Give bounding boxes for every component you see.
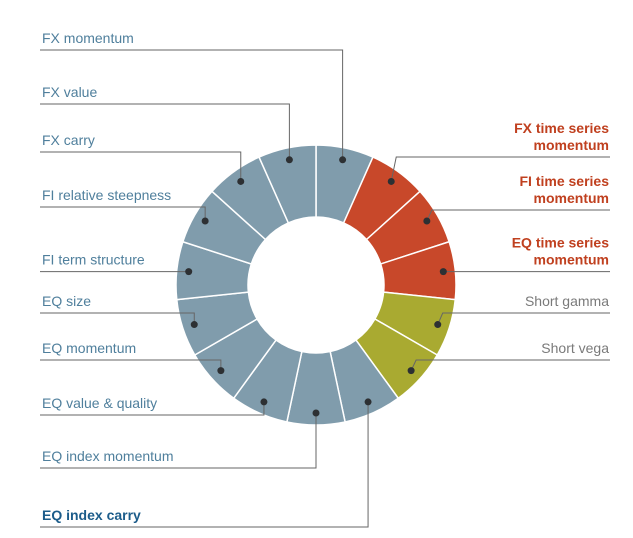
dot xyxy=(201,217,209,225)
label: FI relative steepness xyxy=(42,187,171,203)
label: FX momentum xyxy=(42,30,134,46)
leader-line xyxy=(40,312,195,325)
leaders xyxy=(40,49,610,528)
label: momentum xyxy=(534,252,609,268)
dot xyxy=(185,268,193,276)
label: FI time series xyxy=(520,173,610,189)
leader-line xyxy=(410,359,610,371)
leader-line xyxy=(40,206,206,221)
dot xyxy=(439,268,447,276)
label: FX value xyxy=(42,84,97,100)
ring xyxy=(175,144,457,426)
leader-line xyxy=(40,413,317,469)
dot xyxy=(285,156,293,164)
leader-line xyxy=(40,359,222,371)
label: EQ time series xyxy=(512,235,609,251)
dot xyxy=(423,217,431,225)
label: EQ momentum xyxy=(42,340,136,356)
leader-line xyxy=(390,156,610,182)
dot xyxy=(364,398,372,406)
leader-line xyxy=(437,312,610,325)
leader-line xyxy=(40,401,369,528)
dot xyxy=(387,177,395,185)
label: EQ value & quality xyxy=(42,395,157,411)
label: FX carry xyxy=(42,132,95,148)
label: Short vega xyxy=(541,340,609,356)
label: FX time series xyxy=(514,120,609,136)
label: momentum xyxy=(534,137,609,153)
label: EQ index carry xyxy=(42,507,141,523)
leader-line xyxy=(40,401,265,416)
leader-line xyxy=(40,151,242,182)
dot xyxy=(407,367,415,375)
dot xyxy=(237,177,245,185)
label: EQ index momentum xyxy=(42,448,174,464)
label: Short gamma xyxy=(525,293,609,309)
dot xyxy=(312,409,320,417)
label: EQ size xyxy=(42,293,91,309)
dot xyxy=(217,367,225,375)
dot xyxy=(190,321,198,329)
dot xyxy=(260,398,268,406)
label: momentum xyxy=(534,190,609,206)
dot xyxy=(434,321,442,329)
leader-line xyxy=(426,209,610,222)
dot xyxy=(339,156,347,164)
label: FI term structure xyxy=(42,252,145,268)
segment xyxy=(258,144,317,224)
leader-line xyxy=(40,49,344,160)
leader-line xyxy=(40,103,290,160)
